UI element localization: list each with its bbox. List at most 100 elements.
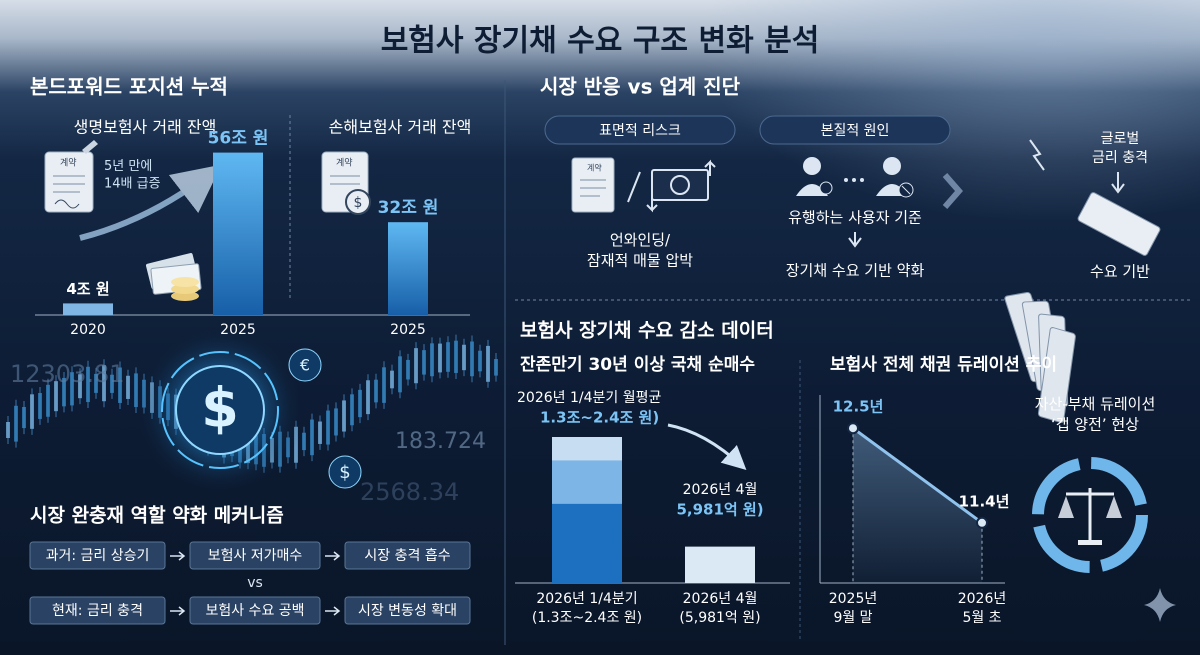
user-icons	[796, 157, 914, 198]
candle	[342, 400, 346, 432]
flow-label: 과거: 금리 상승기	[46, 548, 150, 564]
candle	[62, 377, 66, 407]
section-heading: 본드포워드 포지션 누적	[30, 75, 228, 99]
x-tick-label: 2020	[70, 322, 106, 338]
flow-arrow	[170, 606, 186, 616]
candle	[78, 374, 82, 399]
candle	[134, 373, 138, 407]
x-tick-label: 2025년 9월 말	[829, 591, 878, 626]
flow-arrow	[170, 551, 186, 561]
decor-number: 183.724	[395, 429, 486, 454]
coin	[328, 455, 362, 489]
annotation-arrow	[667, 423, 747, 471]
candle	[310, 419, 314, 456]
bar	[552, 503, 622, 583]
bar	[685, 546, 755, 583]
value-label: 32조 원	[378, 198, 439, 218]
contract-icon: 계약	[44, 140, 98, 213]
value-label: 56조 원	[208, 129, 269, 149]
candle	[430, 343, 434, 377]
candle	[438, 343, 442, 373]
bar	[213, 152, 263, 315]
flow-label: 보험사 수요 공백	[205, 603, 304, 619]
chart-title: 잔존만기 30년 이상 국채 순매수	[520, 355, 755, 375]
candle	[70, 372, 74, 406]
chart-title: 손해보험사 거래 잔액	[329, 118, 472, 137]
base-label: 수요 기반	[1090, 263, 1150, 281]
banknote	[1077, 192, 1161, 256]
chart-title: 보험사 전체 채권 듀레이션 추이	[830, 354, 1057, 375]
gap-note: 자산-부채 듀레이션 ‘갭 양전’ 현상	[1035, 395, 1156, 433]
candle	[30, 394, 34, 429]
section-heading: 시장 완충재 역할 약화 메커니즘	[30, 504, 284, 527]
value-label: 11.4년	[959, 492, 1010, 510]
candle	[358, 389, 362, 418]
candle	[398, 356, 402, 393]
flow-box	[29, 541, 166, 570]
lightning	[1029, 139, 1045, 171]
risk-icons	[571, 157, 716, 213]
flow-label: 시장 충격 흡수	[364, 548, 450, 564]
page-title: 보험사 장기채 수요 구조 변화 분석	[381, 24, 820, 59]
annotation-value: 1.3조~2.4조 원)	[540, 409, 659, 427]
candle	[126, 375, 130, 399]
flow-arrow	[325, 606, 341, 616]
dollar-symbol: $	[201, 377, 239, 440]
dollar-symbol: $	[339, 462, 350, 483]
ring	[161, 351, 279, 469]
flow-label: 현재: 금리 충격	[52, 603, 143, 619]
candle	[350, 394, 354, 426]
vs-label: vs	[247, 575, 263, 591]
annotation: 2026년 1/4분기 월평균	[517, 390, 661, 406]
money-icon	[145, 253, 202, 301]
candle	[478, 350, 482, 372]
pill	[544, 115, 736, 145]
flow-box	[189, 596, 321, 625]
x-tick-label: 2026년 4월 (5,981억 원)	[679, 591, 760, 626]
candle	[318, 421, 322, 444]
cause-label: 장기채 수요 기반 약화	[786, 262, 925, 280]
growth-arrow	[79, 164, 222, 241]
candle	[366, 380, 370, 415]
pill	[759, 115, 951, 145]
candle	[374, 379, 378, 403]
chevron	[942, 173, 963, 209]
flow-label: 보험사 저가매수	[208, 548, 303, 564]
unwinding-label: 언와인딩/잠재적 매물 압박	[587, 231, 693, 269]
annotation: 2026년 4월	[683, 482, 758, 498]
candle	[38, 393, 42, 419]
area	[853, 428, 982, 583]
cycle-icon	[1032, 457, 1148, 573]
candle	[22, 406, 26, 429]
section-heading: 보험사 장기채 수요 감소 데이터	[520, 320, 774, 342]
x-tick-label: 2026년 5월 초	[958, 591, 1007, 626]
value-label: 4조 원	[66, 280, 109, 298]
value-label: 12.5년	[833, 398, 884, 416]
contract-label: 계약	[60, 157, 77, 169]
candle	[462, 344, 466, 371]
candle	[110, 374, 114, 393]
candle	[486, 345, 490, 382]
pill-label: 본질적 원인	[821, 123, 890, 139]
candle	[414, 348, 418, 384]
point	[847, 422, 859, 435]
domino	[1037, 327, 1076, 424]
candle	[86, 366, 90, 403]
line	[852, 426, 983, 525]
point	[976, 516, 988, 529]
candle	[454, 340, 458, 373]
pill-label: 표면적 리스크	[599, 123, 681, 139]
annotation-value: 5,981억 원)	[676, 501, 763, 519]
coin	[288, 348, 322, 382]
growth-note: 5년 만에 14배 급증	[104, 159, 161, 192]
candle	[118, 367, 122, 403]
bar	[388, 222, 428, 315]
cause-label: 유행하는 사용자 기준	[788, 209, 922, 227]
candle	[406, 359, 410, 380]
candle	[382, 367, 386, 403]
candle	[494, 359, 498, 376]
contract-label: 계약	[587, 163, 602, 173]
